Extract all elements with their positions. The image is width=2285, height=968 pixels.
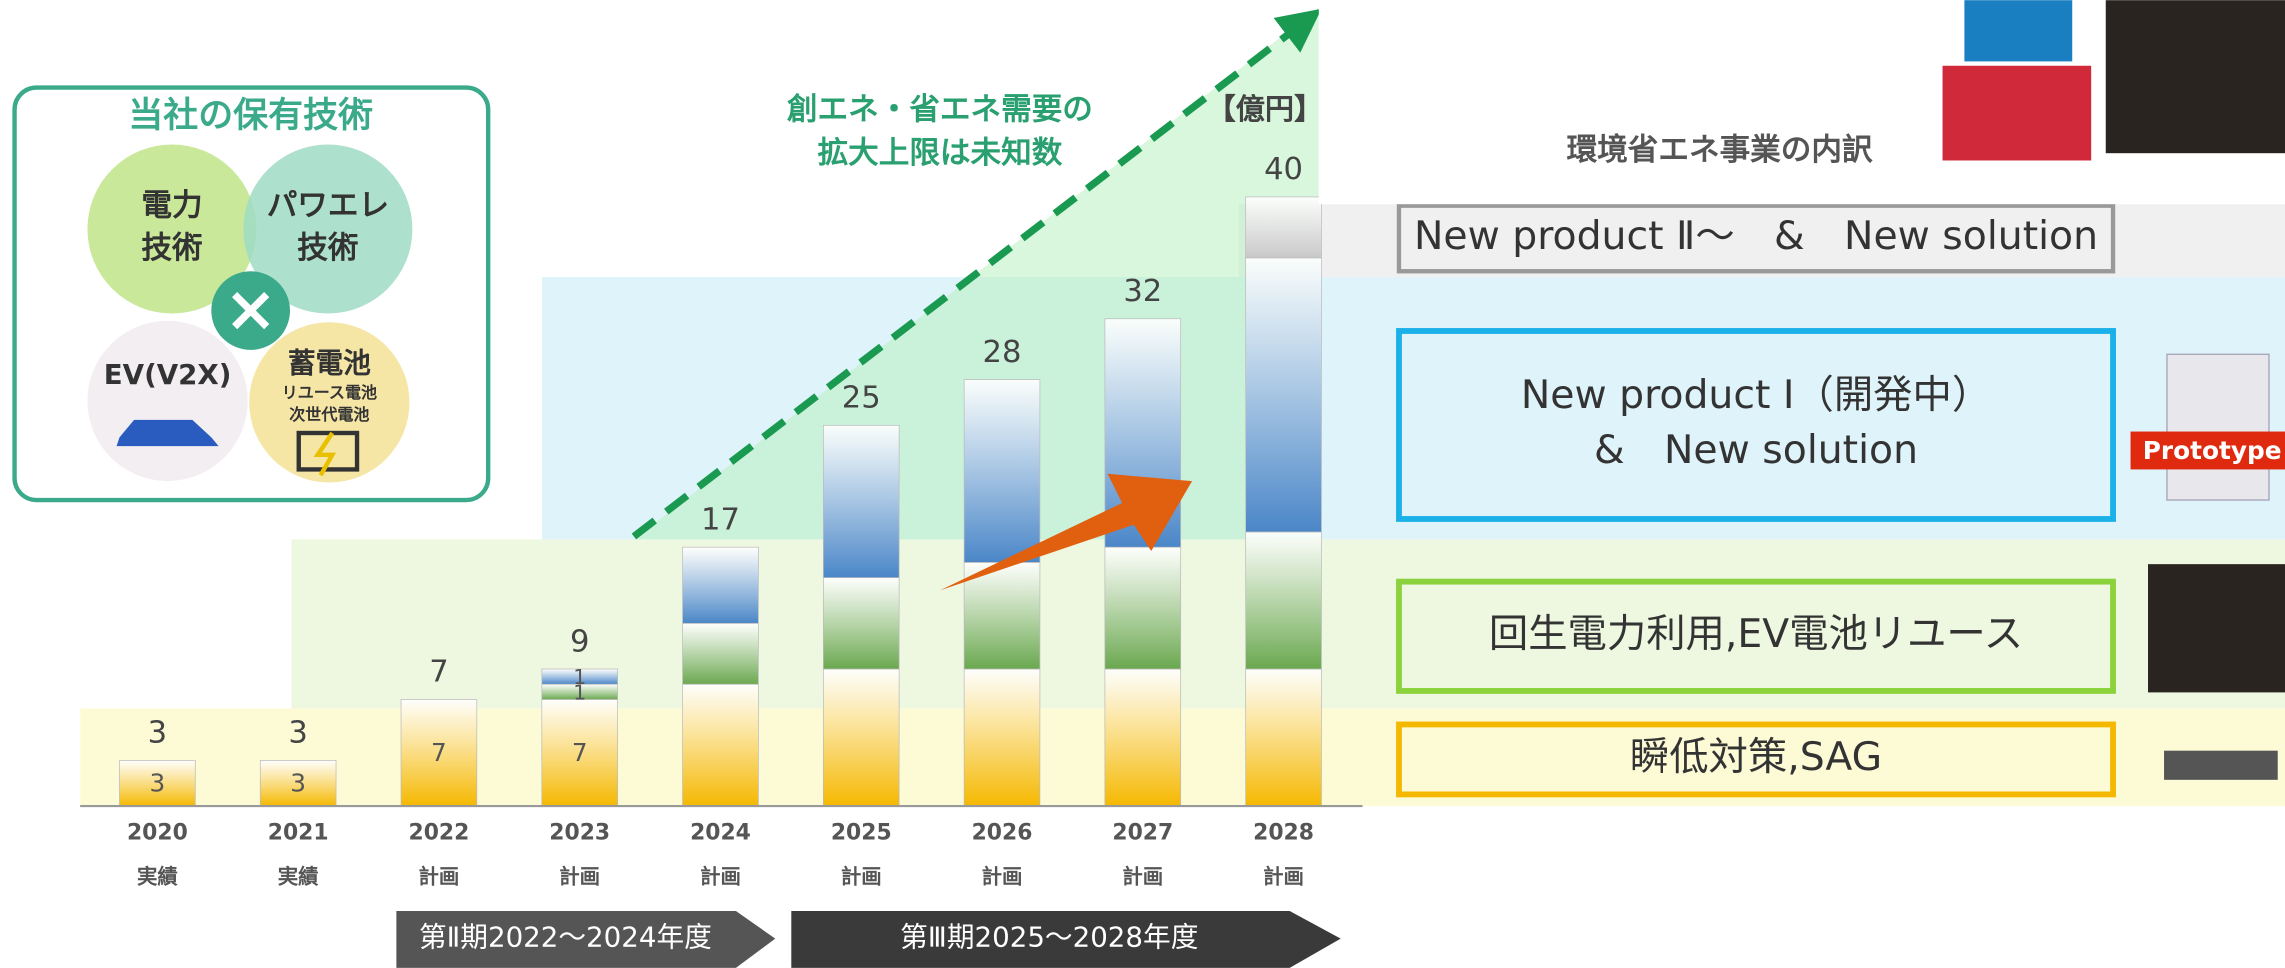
x-tick-label: 2023 [549,821,610,846]
legend-title: 環境省エネ事業の内訳 [1567,133,1873,168]
x-tick-label: 2025 [831,821,892,846]
bar-segment [822,668,900,807]
total-label: 40 [1264,152,1303,187]
bar-segment [541,668,618,685]
x-sublabel: 計画 [841,864,882,888]
legend-label: 瞬低対策,SAG [1630,734,1882,780]
circle-label: リユース電池 [282,383,377,402]
x-sublabel: 計画 [419,864,460,888]
legend-box [1396,578,2116,694]
circle-label: 電力 [141,189,202,224]
badge-bg [2130,431,2285,470]
band [1238,204,2285,278]
trend-arrow [939,473,1193,591]
bar-segment [682,622,759,685]
bar-segment [1104,668,1182,807]
bar-segment [963,562,1041,670]
annotation: 拡大上限は未知数 [818,136,1063,171]
bar-segment [1245,257,1322,533]
growth-line [631,8,1322,540]
panel-title: 当社の保有技術 [128,96,373,136]
x-sublabel: 実績 [137,864,178,888]
segment-label: 7 [572,738,588,767]
bar-segment [682,546,759,624]
total-label: 32 [1123,274,1162,309]
circle-label: パワエレ [267,189,389,224]
total-label: 28 [983,335,1022,370]
bar-segment [963,379,1041,563]
phase-arrow [396,910,776,968]
total-label: 25 [842,381,881,416]
x-tick-label: 2027 [1112,821,1173,846]
unit-label: 【億円】 [1207,92,1324,126]
total-label: 3 [148,716,167,751]
circle-label: EV(V2X) [104,358,232,391]
x-sublabel: 計画 [559,864,600,888]
x-sublabel: 計画 [982,864,1023,888]
bar-segment [822,577,900,670]
segment-label: 3 [290,769,306,798]
x-tick-label: 2021 [268,821,329,846]
segment-label: 1 [573,680,586,704]
circle-label: 技術 [141,231,202,266]
x-sublabel: 計画 [700,864,741,888]
legend-label: New product Ⅰ（開発中） [1521,372,1991,418]
bar-segment [682,683,759,807]
circle-label: 蓄電池 [288,347,371,380]
badge: Prototype [2143,436,2282,465]
segment-label: 1 [573,665,586,689]
x-sublabel: 計画 [1263,864,1304,888]
bar-segment [400,699,478,807]
circle-label: 技術 [297,231,358,266]
bar-segment [1104,546,1182,670]
total-label: 7 [429,655,448,690]
total-label: 3 [288,716,307,751]
total-label: 17 [701,502,740,537]
legend-label: & New solution [1594,427,1918,473]
total-label: 9 [570,624,589,659]
bar-segment [541,699,618,807]
segment-label: 7 [431,738,447,767]
x-tick-label: 2020 [127,821,188,846]
x-tick-label: 2028 [1253,821,1314,846]
bar-segment [963,668,1041,807]
legend-label: 回生電力利用,EV電池リユース [1489,611,2023,657]
legend-box [1396,328,2116,522]
bar-segment [1245,196,1322,259]
annotation: 創エネ・省エネ需要の [787,92,1093,127]
x-tick-label: 2022 [409,821,470,846]
left-panel [12,85,491,503]
segment-label: 3 [150,769,166,798]
legend-box [1396,721,2116,798]
x-sublabel: 計画 [1122,864,1163,888]
bar-segment [259,760,337,807]
bar-segment [1245,668,1322,807]
legend-label: New product Ⅱ～ & New solution [1414,213,2098,259]
bars: 3 3 2020 実績 3 3 2021 実績 7 7 2022 計画 7 11 9 2023 計画 17 2024… [119,152,1322,888]
phase-label: 第Ⅱ期2022～2024年度 [419,921,712,954]
bar-segment [822,424,900,578]
phase-arrow [791,910,1341,968]
x-tick-label: 2026 [972,821,1033,846]
x-tick-label: 2024 [690,821,751,846]
product-images [1942,0,2285,780]
circle-label: 次世代電池 [289,405,369,424]
legend-box [1396,203,2116,274]
phase-label: 第Ⅲ期2025～2028年度 [900,921,1198,954]
x-sublabel: 実績 [278,864,319,888]
bar-segment [1245,531,1322,670]
